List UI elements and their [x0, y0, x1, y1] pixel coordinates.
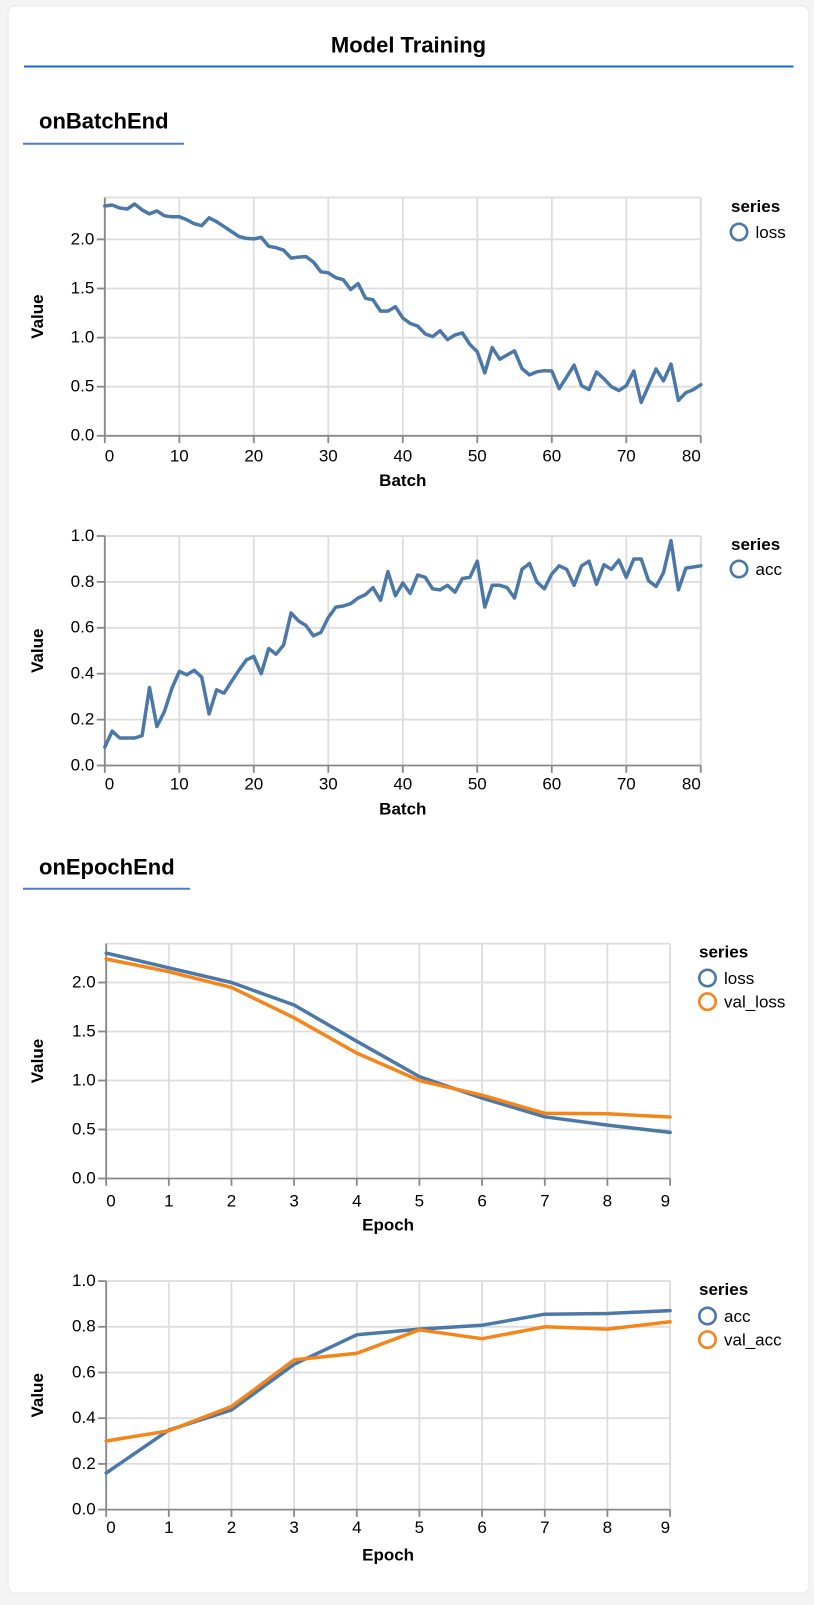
- svg-text:0: 0: [105, 775, 114, 794]
- svg-text:7: 7: [540, 1518, 549, 1537]
- svg-text:Value: Value: [28, 628, 47, 672]
- svg-text:0: 0: [106, 1518, 115, 1537]
- svg-text:acc: acc: [756, 560, 783, 579]
- svg-text:10: 10: [170, 447, 189, 466]
- svg-text:onEpochEnd: onEpochEnd: [39, 855, 175, 880]
- svg-text:9: 9: [661, 1192, 670, 1211]
- svg-text:1: 1: [164, 1518, 173, 1537]
- svg-text:series: series: [699, 943, 748, 962]
- svg-text:30: 30: [319, 447, 338, 466]
- svg-text:0.0: 0.0: [72, 1168, 96, 1187]
- svg-text:2: 2: [227, 1192, 236, 1211]
- svg-text:80: 80: [682, 775, 701, 794]
- svg-text:2.0: 2.0: [71, 229, 95, 248]
- svg-text:3: 3: [289, 1518, 298, 1537]
- svg-text:1.0: 1.0: [71, 328, 95, 347]
- svg-text:50: 50: [468, 447, 487, 466]
- svg-text:0.6: 0.6: [72, 1362, 96, 1381]
- svg-text:9: 9: [661, 1518, 670, 1537]
- svg-text:onBatchEnd: onBatchEnd: [39, 109, 169, 134]
- svg-text:0: 0: [106, 1192, 115, 1211]
- svg-text:Value: Value: [28, 1039, 47, 1083]
- svg-text:0.4: 0.4: [72, 1408, 96, 1427]
- svg-text:0.8: 0.8: [71, 572, 95, 591]
- svg-text:Model Training: Model Training: [331, 33, 486, 58]
- svg-text:Value: Value: [28, 294, 47, 338]
- svg-text:0.0: 0.0: [71, 426, 95, 445]
- svg-text:0.5: 0.5: [72, 1119, 96, 1138]
- svg-text:70: 70: [617, 447, 636, 466]
- svg-text:8: 8: [603, 1518, 612, 1537]
- svg-text:50: 50: [468, 775, 487, 794]
- svg-text:60: 60: [542, 775, 561, 794]
- svg-text:6: 6: [477, 1192, 486, 1211]
- svg-text:1.0: 1.0: [72, 1070, 96, 1089]
- svg-text:4: 4: [352, 1518, 361, 1537]
- svg-text:1.5: 1.5: [72, 1021, 96, 1040]
- svg-text:2.0: 2.0: [72, 972, 96, 991]
- svg-text:2: 2: [227, 1518, 236, 1537]
- svg-text:1.0: 1.0: [72, 1271, 96, 1290]
- svg-text:0.2: 0.2: [72, 1454, 96, 1473]
- svg-text:Batch: Batch: [379, 799, 426, 818]
- svg-text:1.5: 1.5: [71, 278, 95, 297]
- svg-text:6: 6: [477, 1518, 486, 1537]
- svg-text:series: series: [731, 197, 780, 216]
- svg-text:10: 10: [170, 775, 189, 794]
- svg-text:acc: acc: [724, 1307, 751, 1326]
- svg-text:val_acc: val_acc: [724, 1331, 782, 1350]
- svg-text:val_loss: val_loss: [724, 993, 785, 1012]
- svg-text:60: 60: [542, 447, 561, 466]
- svg-text:series: series: [699, 1280, 748, 1299]
- svg-text:4: 4: [352, 1192, 361, 1211]
- svg-text:8: 8: [603, 1192, 612, 1211]
- svg-text:1.0: 1.0: [71, 526, 95, 545]
- svg-text:0.0: 0.0: [71, 755, 95, 774]
- svg-text:0.5: 0.5: [71, 377, 95, 396]
- svg-text:1: 1: [164, 1192, 173, 1211]
- svg-text:5: 5: [415, 1518, 424, 1537]
- svg-text:0.8: 0.8: [72, 1317, 96, 1336]
- svg-text:Batch: Batch: [379, 471, 426, 490]
- svg-text:0.0: 0.0: [72, 1500, 96, 1519]
- svg-text:3: 3: [289, 1192, 298, 1211]
- svg-text:series: series: [731, 535, 780, 554]
- svg-text:80: 80: [682, 447, 701, 466]
- svg-text:loss: loss: [756, 223, 786, 242]
- svg-text:20: 20: [244, 775, 263, 794]
- svg-text:Epoch: Epoch: [362, 1216, 414, 1235]
- svg-text:30: 30: [319, 775, 338, 794]
- svg-text:loss: loss: [724, 969, 754, 988]
- svg-text:Value: Value: [28, 1373, 47, 1417]
- svg-text:0.6: 0.6: [71, 618, 95, 637]
- svg-text:0.2: 0.2: [71, 710, 95, 729]
- svg-text:20: 20: [244, 447, 263, 466]
- svg-text:5: 5: [415, 1192, 424, 1211]
- svg-text:40: 40: [393, 447, 412, 466]
- svg-text:0: 0: [105, 447, 114, 466]
- svg-text:7: 7: [540, 1192, 549, 1211]
- svg-text:40: 40: [393, 775, 412, 794]
- svg-text:0.4: 0.4: [71, 664, 95, 683]
- svg-text:70: 70: [617, 775, 636, 794]
- svg-text:Epoch: Epoch: [362, 1546, 414, 1565]
